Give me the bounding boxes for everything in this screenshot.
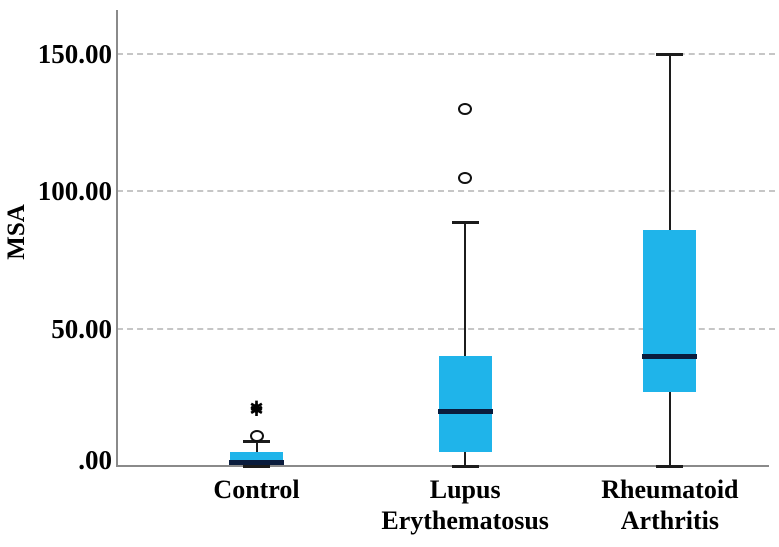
upper-whisker-cap	[656, 52, 684, 56]
lower-whisker-cap	[243, 465, 271, 468]
median-line	[229, 459, 285, 465]
upper-whisker-line	[668, 53, 671, 230]
category-label: Lupus Erythematosus	[381, 475, 549, 535]
extreme-outlier-asterisk: ✱	[249, 398, 264, 419]
lower-whisker-line	[668, 391, 671, 466]
category-label: Control	[213, 475, 300, 504]
category-label: Rheumatoid Arthritis	[601, 475, 739, 535]
median-line	[437, 409, 493, 415]
y-axis-line	[116, 10, 118, 467]
upper-whisker-line	[464, 221, 467, 357]
gridline	[117, 190, 775, 193]
lower-whisker-cap	[656, 465, 684, 468]
y-tick-label: 50.00	[51, 313, 112, 344]
box-iqr	[438, 356, 492, 453]
lower-whisker-line	[464, 452, 467, 466]
x-axis-line	[116, 465, 769, 467]
extreme-outlier-asterisk: ✱	[249, 401, 264, 422]
y-tick-label: 150.00	[37, 38, 112, 69]
lower-whisker-cap	[451, 465, 479, 468]
median-line	[642, 354, 698, 360]
upper-whisker-line	[255, 441, 258, 453]
box-iqr	[643, 229, 697, 392]
upper-whisker-cap	[451, 220, 479, 224]
outlier-circle	[458, 102, 473, 115]
y-tick-label: .00	[78, 445, 112, 475]
outlier-circle	[458, 171, 473, 184]
gridline	[117, 52, 775, 55]
gridline	[117, 327, 775, 330]
y-tick-label: 100.00	[37, 176, 112, 207]
outlier-circle	[249, 429, 264, 442]
